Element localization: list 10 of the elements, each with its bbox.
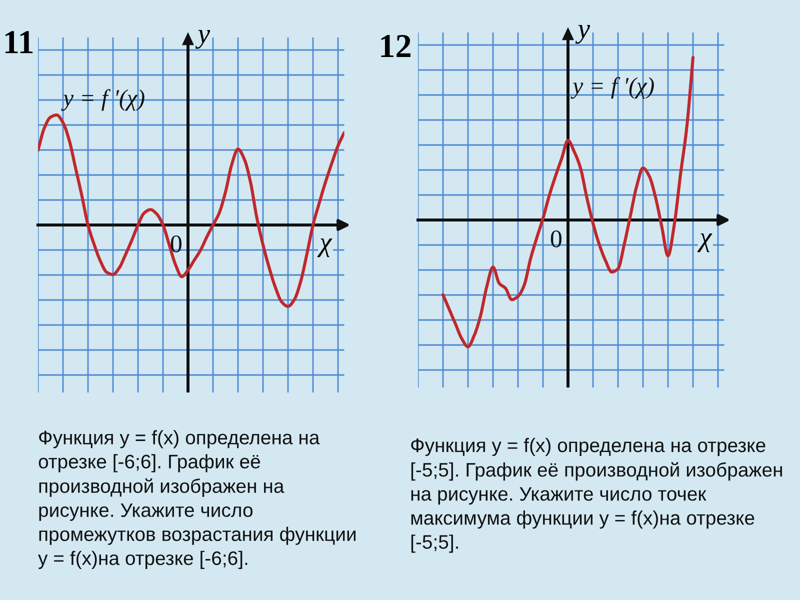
annotation: 0	[550, 230, 562, 248]
annotation: 0	[170, 235, 182, 252]
y-axis-title: y	[575, 25, 590, 44]
text: Функция y = f(x) определена на отрезке [-5;5]. График её производной изображен на рисунке. Укажите число точек максимума функции y = f(x)на отрезке [-5;5].	[411, 438, 782, 553]
chart-title: 11	[5, 31, 33, 54]
text: Функция y = f(x) определена на отрезке [-6;6]. График её производной изображен на рисунке. Укажите число промежутков возрастания функции y = f(x)на отрезке [-6;6].	[38, 430, 356, 569]
x-axis-title: χ	[697, 233, 712, 252]
x-axis-title: χ	[317, 238, 332, 258]
chart-title: 12	[381, 34, 410, 58]
y-axis-title: y	[195, 30, 210, 49]
